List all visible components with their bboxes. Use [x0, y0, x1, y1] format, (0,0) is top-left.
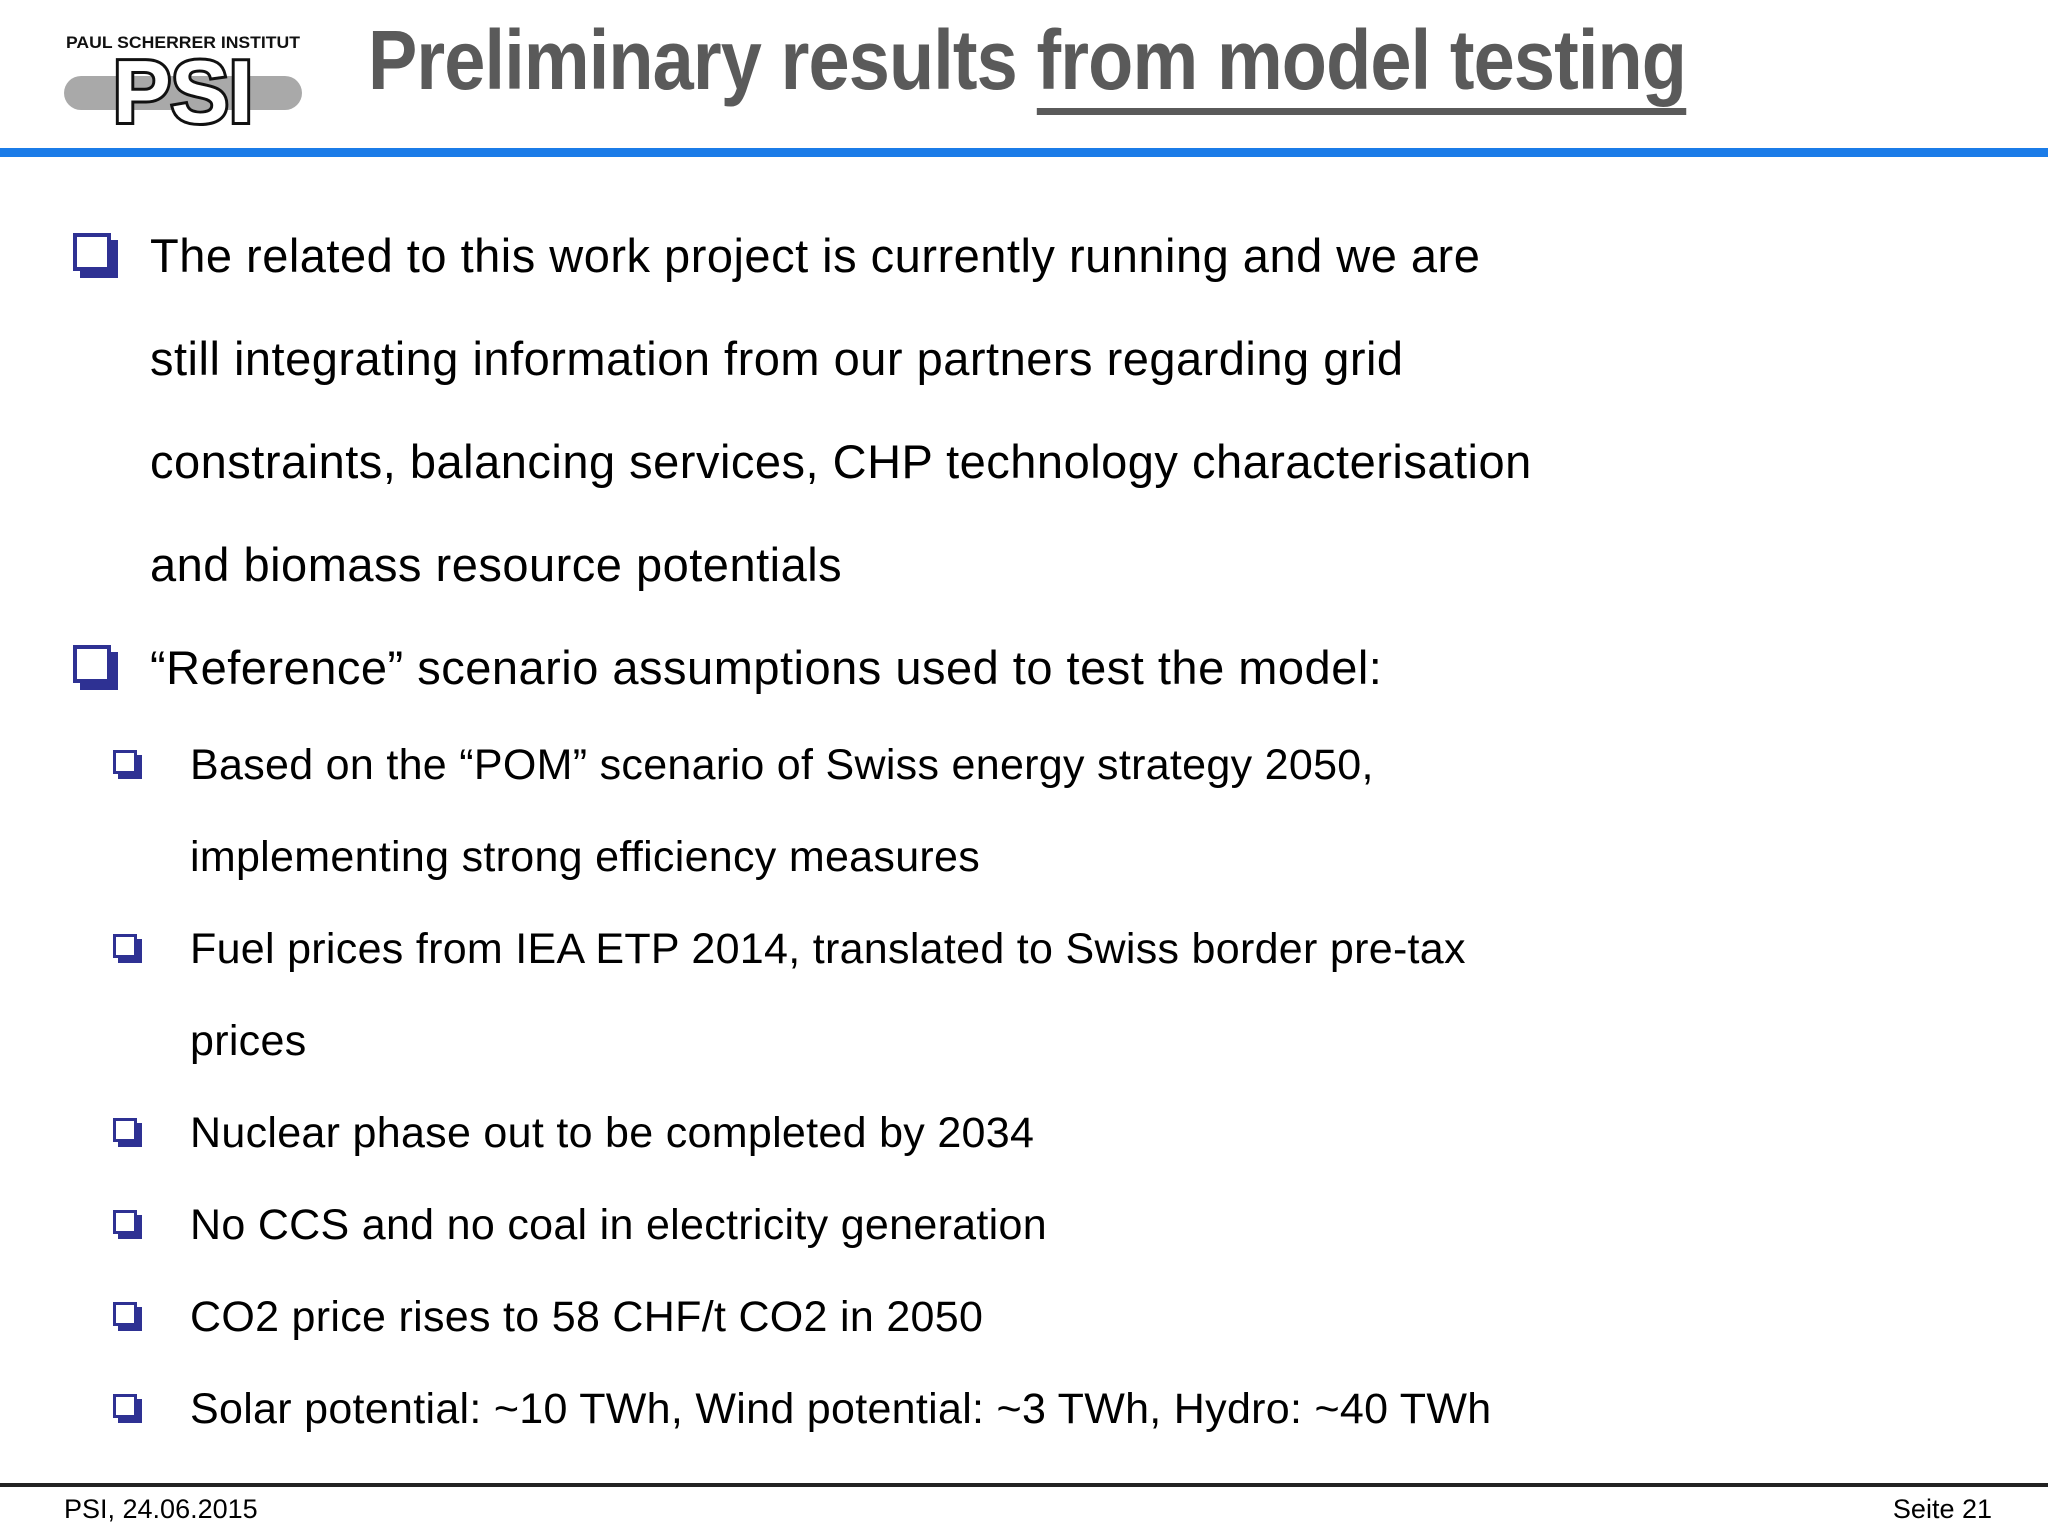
footer-date: PSI, 24.06.2015 — [64, 1494, 258, 1524]
footer-divider-rule — [0, 1483, 2048, 1487]
list-item-text: “Reference” scenario assumptions used to… — [150, 641, 1383, 694]
list-item: Fuel prices from IEA ETP 2014, translate… — [0, 903, 2048, 1087]
bullet-square-icon — [113, 1394, 137, 1418]
bullet-list: The related to this work project is curr… — [0, 204, 2048, 1455]
bullet-square-icon — [113, 934, 137, 958]
slide-header: PAUL SCHERRER INSTITUT PSI Preliminary r… — [0, 0, 2048, 148]
header-divider-rule — [0, 148, 2048, 157]
list-item-text: Solar potential: ~10 TWh, Wind potential… — [190, 1385, 1492, 1433]
footer-page-number: Seite 21 — [1892, 1494, 1992, 1524]
page-title: Preliminary results from model testing — [368, 13, 1687, 115]
bullet-square-icon — [113, 1210, 137, 1234]
psi-logo-acronym: PSI — [113, 42, 253, 134]
list-item-text: The related to this work project is curr… — [150, 229, 1532, 591]
bullet-square-icon — [113, 1118, 137, 1142]
list-item-text: CO2 price rises to 58 CHF/t CO2 in 2050 — [190, 1293, 984, 1341]
slide-body: The related to this work project is curr… — [0, 204, 2048, 1455]
bullet-square-icon — [113, 1302, 137, 1326]
page-title-underlined: from model testing — [1036, 13, 1687, 115]
list-item: Solar potential: ~10 TWh, Wind potential… — [0, 1363, 2048, 1455]
psi-logo-institute-text: PAUL SCHERRER INSTITUT — [66, 33, 301, 52]
bullet-square-icon — [73, 233, 111, 271]
list-item-text: Fuel prices from IEA ETP 2014, translate… — [190, 925, 1466, 1065]
list-item: No CCS and no coal in electricity genera… — [0, 1179, 2048, 1271]
page-title-plain: Preliminary results — [368, 13, 1037, 107]
list-item: “Reference” scenario assumptions used to… — [0, 616, 2048, 719]
list-item-text: No CCS and no coal in electricity genera… — [190, 1201, 1047, 1249]
list-item: CO2 price rises to 58 CHF/t CO2 in 2050 — [0, 1271, 2048, 1363]
list-item: The related to this work project is curr… — [0, 204, 2048, 616]
bullet-square-icon — [113, 750, 137, 774]
list-item: Based on the “POM” scenario of Swiss ene… — [0, 719, 2048, 903]
psi-logo: PAUL SCHERRER INSTITUT PSI — [64, 33, 302, 134]
list-item: Nuclear phase out to be completed by 203… — [0, 1087, 2048, 1179]
psi-logo-bar — [64, 76, 302, 110]
list-item-text: Nuclear phase out to be completed by 203… — [190, 1109, 1035, 1157]
list-item-text: Based on the “POM” scenario of Swiss ene… — [190, 741, 1374, 881]
bullet-square-icon — [73, 645, 111, 683]
